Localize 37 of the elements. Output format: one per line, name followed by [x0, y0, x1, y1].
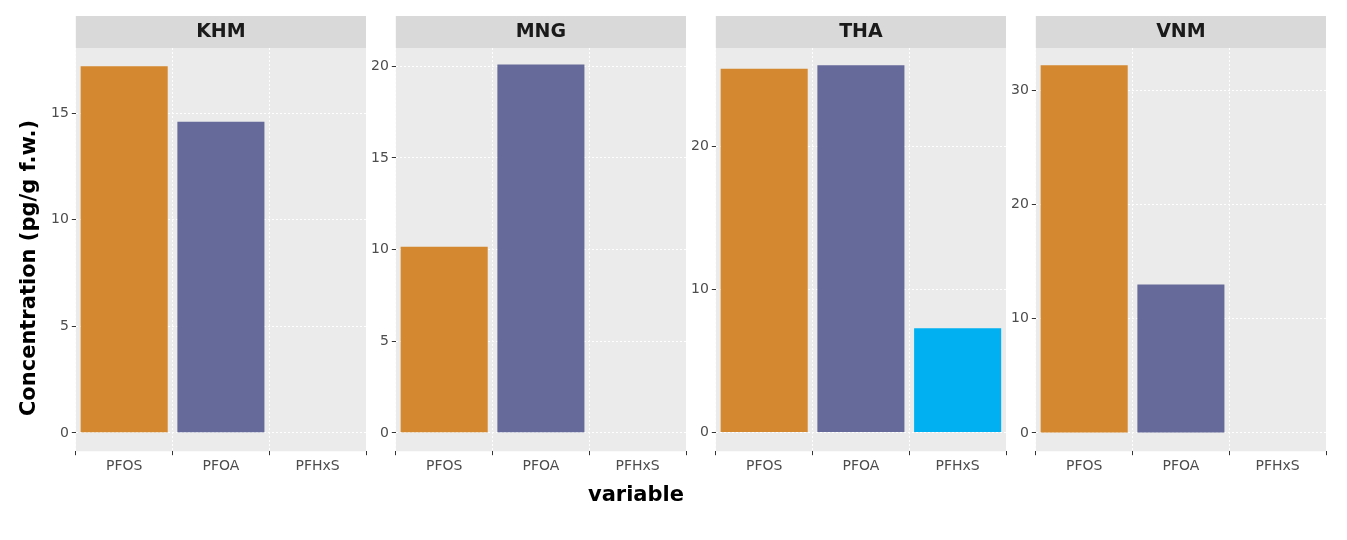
y-tick-label: 5	[59, 316, 69, 333]
x-tick-label: PFOS	[745, 457, 783, 474]
y-tick-label: 0	[1019, 423, 1029, 440]
y-tick-label: 30	[1010, 80, 1029, 97]
y-axis-title: Concentration (pg/g f.w.)	[16, 119, 40, 417]
y-tick-label: 20	[690, 137, 709, 154]
y-tick-label: 0	[379, 423, 389, 440]
y-tick-label: 0	[59, 423, 69, 440]
chart-title: KHM	[196, 18, 246, 41]
y-tick-label: 10	[1010, 309, 1029, 326]
x-tick-label: PFHxS	[615, 457, 660, 474]
chart-title: THA	[839, 18, 883, 41]
y-tick-label: 0	[699, 423, 709, 440]
y-tick-label: 15	[50, 103, 69, 120]
y-tick-label: 10	[370, 240, 389, 257]
x-tick-label: PFOA	[842, 457, 880, 474]
x-tick-label: PFHxS	[935, 457, 980, 474]
y-tick-label: 5	[379, 331, 389, 348]
chart-title: MNG	[515, 18, 567, 41]
x-tick-label: PFHxS	[295, 457, 340, 474]
y-tick-label: 10	[50, 210, 69, 227]
y-tick-label: 15	[370, 148, 389, 165]
y-tick-label: 10	[690, 280, 709, 297]
x-tick-label: PFOS	[425, 457, 463, 474]
x-axis-title: variable	[587, 482, 684, 506]
y-tick-label: 20	[1010, 195, 1029, 212]
bar	[720, 68, 808, 433]
bar	[817, 65, 905, 433]
x-tick-label: PFOA	[202, 457, 240, 474]
bar	[914, 328, 1002, 433]
x-tick-label: PFOS	[105, 457, 143, 474]
x-tick-label: PFOA	[1162, 457, 1200, 474]
y-tick-label: 20	[370, 56, 389, 73]
x-tick-label: PFOS	[1065, 457, 1103, 474]
x-tick-label: PFOA	[522, 457, 560, 474]
chart-title: VNM	[1156, 18, 1206, 41]
x-tick-label: PFHxS	[1255, 457, 1300, 474]
